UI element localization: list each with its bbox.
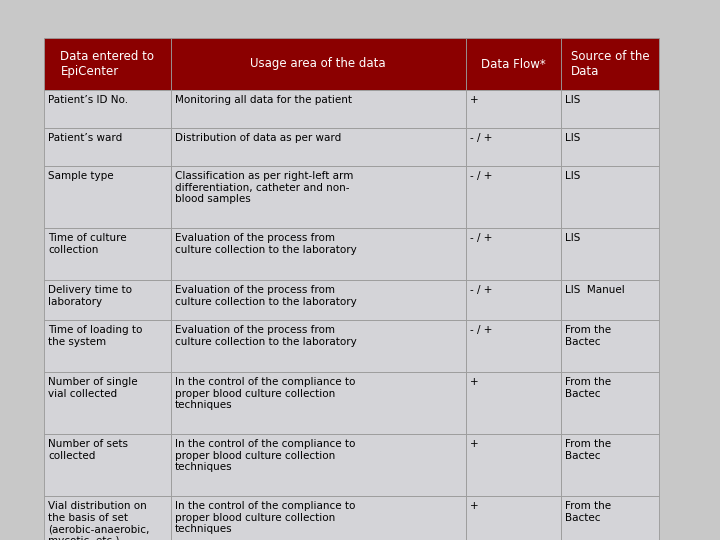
Bar [44, 496, 171, 540]
Text: Vial distribution on
the basis of set
(aerobic-anaerobic,
mycotic, etc.): Vial distribution on the basis of set (a… [48, 501, 149, 540]
Bar [171, 128, 466, 166]
Bar [561, 372, 659, 434]
Bar [561, 496, 659, 540]
Text: +: + [469, 439, 478, 449]
Text: Sample type: Sample type [48, 171, 114, 181]
Text: Patient’s ID No.: Patient’s ID No. [48, 95, 128, 105]
Text: From the
Bactec: From the Bactec [564, 325, 611, 347]
Bar [44, 38, 171, 90]
Text: Delivery time to
laboratory: Delivery time to laboratory [48, 285, 132, 307]
Bar [466, 434, 561, 496]
Bar [561, 434, 659, 496]
Text: Data Flow*: Data Flow* [481, 57, 546, 71]
Bar [171, 434, 466, 496]
Text: Evaluation of the process from
culture collection to the laboratory: Evaluation of the process from culture c… [175, 325, 356, 347]
Text: - / +: - / + [469, 171, 492, 181]
Text: In the control of the compliance to
proper blood culture collection
techniques: In the control of the compliance to prop… [175, 377, 355, 410]
Bar [466, 372, 561, 434]
Bar [561, 128, 659, 166]
Text: Distribution of data as per ward: Distribution of data as per ward [175, 133, 341, 143]
Text: LIS: LIS [564, 233, 580, 243]
Bar [466, 90, 561, 128]
Bar [44, 372, 171, 434]
Bar [44, 166, 171, 228]
Bar [44, 228, 171, 280]
Bar [561, 280, 659, 320]
Bar [44, 320, 171, 372]
Bar [171, 372, 466, 434]
Text: LIS: LIS [564, 133, 580, 143]
Bar [466, 496, 561, 540]
Bar [171, 280, 466, 320]
Text: - / +: - / + [469, 325, 492, 335]
Text: Number of sets
collected: Number of sets collected [48, 439, 128, 461]
Text: From the
Bactec: From the Bactec [564, 501, 611, 523]
Bar [171, 496, 466, 540]
Bar [466, 128, 561, 166]
Bar [466, 320, 561, 372]
Bar [171, 90, 466, 128]
Text: +: + [469, 377, 478, 387]
Text: LIS: LIS [564, 171, 580, 181]
Text: Time of loading to
the system: Time of loading to the system [48, 325, 143, 347]
Text: - / +: - / + [469, 133, 492, 143]
Bar [44, 434, 171, 496]
Bar [561, 166, 659, 228]
Text: Evaluation of the process from
culture collection to the laboratory: Evaluation of the process from culture c… [175, 233, 356, 254]
Bar [466, 38, 561, 90]
Text: Data entered to
EpiCenter: Data entered to EpiCenter [60, 50, 154, 78]
Bar [466, 228, 561, 280]
Bar [44, 90, 171, 128]
Bar [171, 38, 466, 90]
Text: From the
Bactec: From the Bactec [564, 439, 611, 461]
Text: Patient’s ward: Patient’s ward [48, 133, 122, 143]
Text: Time of culture
collection: Time of culture collection [48, 233, 127, 254]
Bar [171, 166, 466, 228]
Text: Evaluation of the process from
culture collection to the laboratory: Evaluation of the process from culture c… [175, 285, 356, 307]
Bar [171, 320, 466, 372]
Text: In the control of the compliance to
proper blood culture collection
techniques: In the control of the compliance to prop… [175, 501, 355, 534]
Bar [561, 228, 659, 280]
Text: +: + [469, 501, 478, 511]
Bar [466, 280, 561, 320]
Text: Usage area of the data: Usage area of the data [251, 57, 386, 71]
Bar [44, 128, 171, 166]
Bar [561, 320, 659, 372]
Text: Source of the
Data: Source of the Data [570, 50, 649, 78]
Bar [561, 38, 659, 90]
Text: +: + [469, 95, 478, 105]
Bar [561, 90, 659, 128]
Text: LIS  Manuel: LIS Manuel [564, 285, 624, 295]
Text: From the
Bactec: From the Bactec [564, 377, 611, 399]
Text: - / +: - / + [469, 233, 492, 243]
Text: LIS: LIS [564, 95, 580, 105]
Text: Monitoring all data for the patient: Monitoring all data for the patient [175, 95, 352, 105]
Bar [466, 166, 561, 228]
Text: Classification as per right-left arm
differentiation, catheter and non-
blood sa: Classification as per right-left arm dif… [175, 171, 354, 204]
Text: - / +: - / + [469, 285, 492, 295]
Bar [171, 228, 466, 280]
Text: Number of single
vial collected: Number of single vial collected [48, 377, 138, 399]
Bar [44, 280, 171, 320]
Text: In the control of the compliance to
proper blood culture collection
techniques: In the control of the compliance to prop… [175, 439, 355, 472]
